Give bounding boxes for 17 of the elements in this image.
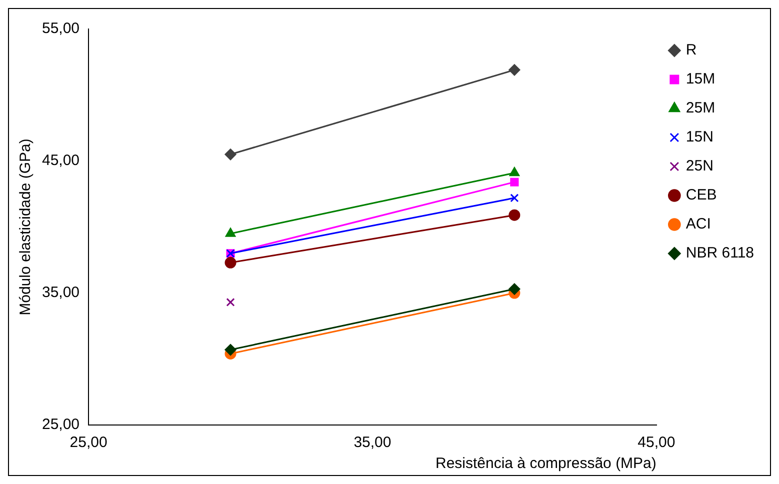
legend-label: 25N xyxy=(686,158,714,175)
x-tick-label: 25,00 xyxy=(70,434,108,452)
y-tick-label: 55,00 xyxy=(42,20,80,38)
legend-label: ACI xyxy=(686,216,711,233)
legend-label: CEB xyxy=(686,186,717,204)
legend-label: 15N xyxy=(686,128,714,146)
legend-label: 25M xyxy=(686,100,716,117)
y-tick-label: 25,00 xyxy=(42,416,80,434)
legend-label: NBR 6118 xyxy=(686,244,754,262)
legend-label: 15M xyxy=(686,70,716,88)
y-axis-title: Módulo elasticidade (GPa) xyxy=(17,138,34,316)
x-tick-label: 45,00 xyxy=(638,434,676,452)
x-tick-label: 35,00 xyxy=(354,434,392,452)
legend-label: R xyxy=(686,42,697,59)
y-tick-label: 35,00 xyxy=(42,284,80,302)
y-tick-label: 45,00 xyxy=(42,152,80,170)
x-axis-title: Resistência à compressão (MPa) xyxy=(435,455,656,472)
